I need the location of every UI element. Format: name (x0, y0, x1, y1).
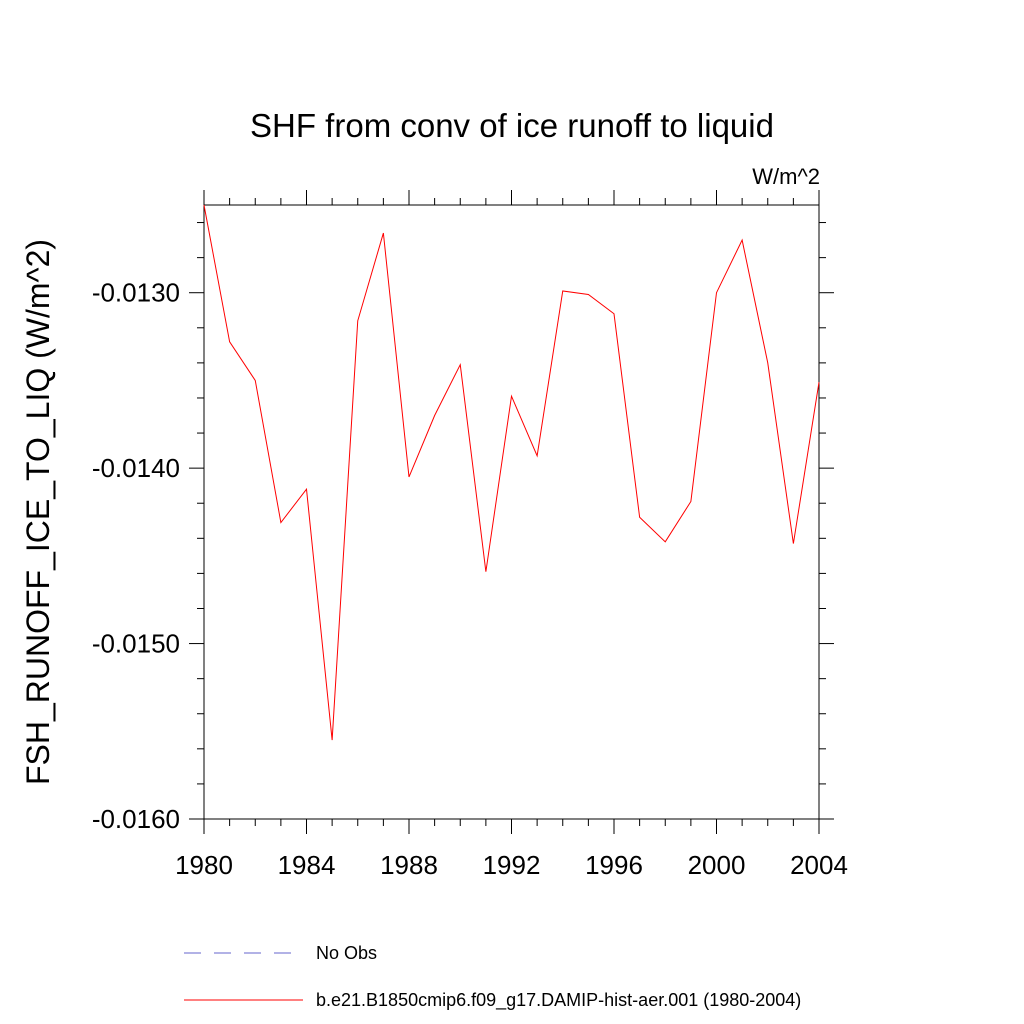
x-tick-label: 2000 (688, 850, 746, 880)
plot-frame (203, 204, 820, 820)
x-tick-label: 2004 (790, 850, 848, 880)
chart-title: SHF from conv of ice runoff to liquid (250, 107, 774, 144)
y-tick-label: -0.0150 (92, 629, 180, 659)
minor-ticks (197, 198, 826, 826)
y-tick-label: -0.0130 (92, 278, 180, 308)
x-tick-labels: 1980 1984 1988 1992 1996 2000 2004 (175, 850, 848, 880)
y-tick-labels: -0.0160 -0.0150 -0.0140 -0.0130 (92, 278, 180, 834)
series-line-1 (203, 204, 820, 741)
major-ticks (189, 190, 834, 834)
legend-label-no-obs: No Obs (316, 943, 377, 963)
y-tick-label: -0.0140 (92, 453, 180, 483)
legend-label-model: b.e21.B1850cmip6.f09_g17.DAMIP-hist-aer.… (316, 990, 801, 1011)
legend: No Obs b.e21.B1850cmip6.f09_g17.DAMIP-hi… (184, 943, 801, 1011)
units-label: W/m^2 (752, 164, 820, 189)
y-axis-label: FSH_RUNOFF_ICE_TO_LIQ (W/m^2) (20, 239, 56, 785)
x-tick-label: 1980 (175, 850, 233, 880)
x-tick-label: 1996 (585, 850, 643, 880)
x-tick-label: 1992 (483, 850, 541, 880)
x-tick-label: 1988 (380, 850, 438, 880)
series-layer (203, 204, 820, 741)
y-tick-label: -0.0160 (92, 804, 180, 834)
x-tick-label: 1984 (278, 850, 336, 880)
